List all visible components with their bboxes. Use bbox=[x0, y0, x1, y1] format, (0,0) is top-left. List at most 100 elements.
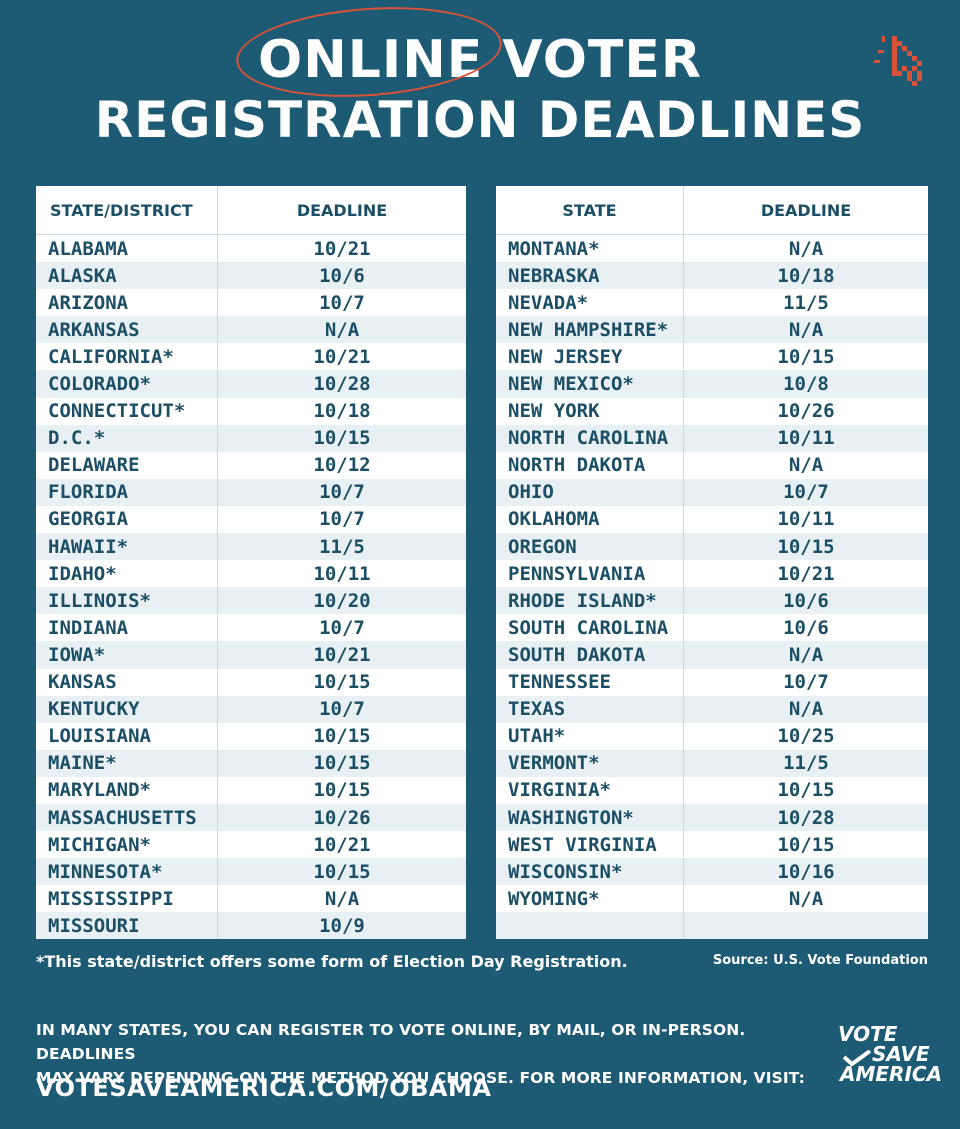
deadline-value: 10/7 bbox=[319, 698, 365, 721]
deadline-value: N/A bbox=[788, 454, 824, 477]
table-body: ALABAMA 10/21 ALASKA 10/6 ARIZONA 10/7 ARKANSA… bbox=[36, 235, 466, 940]
info-text: IN MANY STATES, YOU CAN REGISTER TO VOTE… bbox=[36, 1018, 816, 1090]
table-row: NEW HAMPSHIRE* N/A bbox=[496, 316, 928, 344]
deadline-value: N/A bbox=[788, 643, 824, 666]
deadline-value: 10/11 bbox=[777, 427, 835, 450]
table-row: COLORADO* 10/28 bbox=[36, 370, 466, 398]
deadline-value: 10/21 bbox=[313, 833, 371, 856]
left-deadline-table: STATE/DISTRICT DEADLINE ALABAMA 10/21 ALAS… bbox=[36, 186, 466, 940]
state-name: NEVADA* bbox=[496, 289, 684, 317]
state-name: MONTANA* bbox=[496, 235, 684, 263]
state-name: NORTH DAKOTA bbox=[496, 451, 684, 479]
table-row: MONTANA* N/A bbox=[496, 235, 928, 263]
state-name: MAINE* bbox=[36, 749, 218, 777]
table-row: TEXAS N/A bbox=[496, 695, 928, 723]
state-name: ARIZONA bbox=[36, 289, 218, 317]
state-name: SOUTH DAKOTA bbox=[496, 641, 684, 669]
website-link[interactable]: VOTESAVEAMERICA.COM/OBAMA bbox=[36, 1074, 492, 1102]
deadline-value: 10/18 bbox=[777, 264, 835, 287]
table-row: DELAWARE 10/12 bbox=[36, 451, 466, 479]
state-name: FLORIDA bbox=[36, 478, 218, 506]
state-name: PENNSYLVANIA bbox=[496, 560, 684, 588]
state-name: IOWA* bbox=[36, 641, 218, 669]
deadline-value: 10/20 bbox=[313, 589, 371, 612]
state-name: WASHINGTON* bbox=[496, 803, 684, 832]
title-block: ONLINE VOTER REGISTRATION DEADLINES bbox=[0, 30, 960, 150]
table-row: PENNSYLVANIA 10/21 bbox=[496, 560, 928, 588]
table-row: NEW YORK 10/26 bbox=[496, 397, 928, 425]
state-name: NEBRASKA bbox=[496, 262, 684, 290]
state-name: WYOMING* bbox=[496, 885, 684, 913]
table-row: MICHIGAN* 10/21 bbox=[36, 831, 466, 859]
table-row: KANSAS 10/15 bbox=[36, 668, 466, 696]
deadline-value: 10/7 bbox=[783, 481, 829, 504]
table-row: NORTH DAKOTA N/A bbox=[496, 451, 928, 479]
table-row: WASHINGTON* 10/28 bbox=[496, 803, 928, 832]
state-name: TEXAS bbox=[496, 695, 684, 723]
deadline-value: 10/26 bbox=[777, 400, 835, 423]
table-row: WYOMING* N/A bbox=[496, 885, 928, 913]
table-row: ARKANSAS N/A bbox=[36, 316, 466, 344]
table-row: UTAH* 10/25 bbox=[496, 722, 928, 750]
right-deadline-table: STATE DEADLINE MONTANA* N/A NEBRASKA 10/18 N… bbox=[496, 186, 928, 940]
info-line-2: MAY VARY DEPENDING ON THE METHOD YOU CHO… bbox=[36, 1069, 805, 1087]
table-row: NEBRASKA 10/18 bbox=[496, 262, 928, 290]
table-row: WEST VIRGINIA 10/15 bbox=[496, 831, 928, 859]
deadline-value: 11/5 bbox=[783, 752, 829, 775]
table-row: SOUTH DAKOTA N/A bbox=[496, 641, 928, 669]
table-row: KENTUCKY 10/7 bbox=[36, 695, 466, 723]
state-name: ARKANSAS bbox=[36, 316, 218, 344]
column-header-state-district: STATE/DISTRICT bbox=[36, 186, 218, 234]
deadline-value: 10/15 bbox=[313, 427, 371, 450]
deadline-value: 10/21 bbox=[313, 237, 371, 260]
table-row: NEVADA* 11/5 bbox=[496, 289, 928, 317]
state-name: VIRGINIA* bbox=[496, 776, 684, 804]
table-row: VIRGINIA* 10/15 bbox=[496, 776, 928, 804]
deadline-value: 10/16 bbox=[777, 860, 835, 883]
logo-word-vote: VOTE bbox=[838, 1022, 898, 1046]
deadline-value: 10/28 bbox=[313, 373, 371, 396]
table-row: FLORIDA 10/7 bbox=[36, 478, 466, 506]
table-row: INDIANA 10/7 bbox=[36, 614, 466, 642]
state-name: OREGON bbox=[496, 533, 684, 561]
logo-word-save: SAVE bbox=[872, 1042, 930, 1066]
table-row: ARIZONA 10/7 bbox=[36, 289, 466, 317]
table-row: ALABAMA 10/21 bbox=[36, 235, 466, 263]
table-row: MASSACHUSETTS 10/26 bbox=[36, 803, 466, 832]
state-name: RHODE ISLAND* bbox=[496, 587, 684, 615]
deadline-value: 10/9 bbox=[319, 914, 365, 937]
table-row: NEW JERSEY 10/15 bbox=[496, 343, 928, 371]
table-row: MARYLAND* 10/15 bbox=[36, 776, 466, 804]
state-name: MISSOURI bbox=[36, 912, 218, 940]
state-name: MISSISSIPPI bbox=[36, 885, 218, 913]
column-header-deadline: DEADLINE bbox=[760, 200, 852, 220]
table-row: SOUTH CAROLINA 10/6 bbox=[496, 614, 928, 642]
state-name: SOUTH CAROLINA bbox=[496, 614, 684, 642]
deadline-value: 10/7 bbox=[319, 616, 365, 639]
deadline-value: 10/15 bbox=[777, 345, 835, 368]
deadline-value: 10/7 bbox=[319, 291, 365, 314]
state-name: INDIANA bbox=[36, 614, 218, 642]
deadline-value: 10/7 bbox=[783, 671, 829, 694]
deadline-value: 10/6 bbox=[783, 616, 829, 639]
deadline-value: 10/7 bbox=[319, 481, 365, 504]
checkmark-icon bbox=[842, 1050, 872, 1066]
state-name: HAWAII* bbox=[36, 533, 218, 561]
deadline-value: N/A bbox=[324, 887, 360, 910]
state-name: D.C.* bbox=[36, 424, 218, 452]
column-header-deadline: DEADLINE bbox=[296, 200, 388, 220]
title-line-1: ONLINE VOTER bbox=[258, 30, 702, 90]
state-name: MASSACHUSETTS bbox=[36, 803, 218, 832]
table-header: STATE/DISTRICT DEADLINE bbox=[36, 186, 466, 235]
table-row: LOUISIANA 10/15 bbox=[36, 722, 466, 750]
state-name: OKLAHOMA bbox=[496, 505, 684, 534]
state-name: NEW HAMPSHIRE* bbox=[496, 316, 684, 344]
state-name: MARYLAND* bbox=[36, 776, 218, 804]
state-name: WISCONSIN* bbox=[496, 858, 684, 886]
deadline-value: 10/12 bbox=[313, 454, 371, 477]
deadline-value: 10/21 bbox=[313, 345, 371, 368]
state-name: IDAHO* bbox=[36, 560, 218, 588]
table-row: D.C.* 10/15 bbox=[36, 424, 466, 452]
table-row: HAWAII* 11/5 bbox=[36, 533, 466, 561]
state-name: KANSAS bbox=[36, 668, 218, 696]
